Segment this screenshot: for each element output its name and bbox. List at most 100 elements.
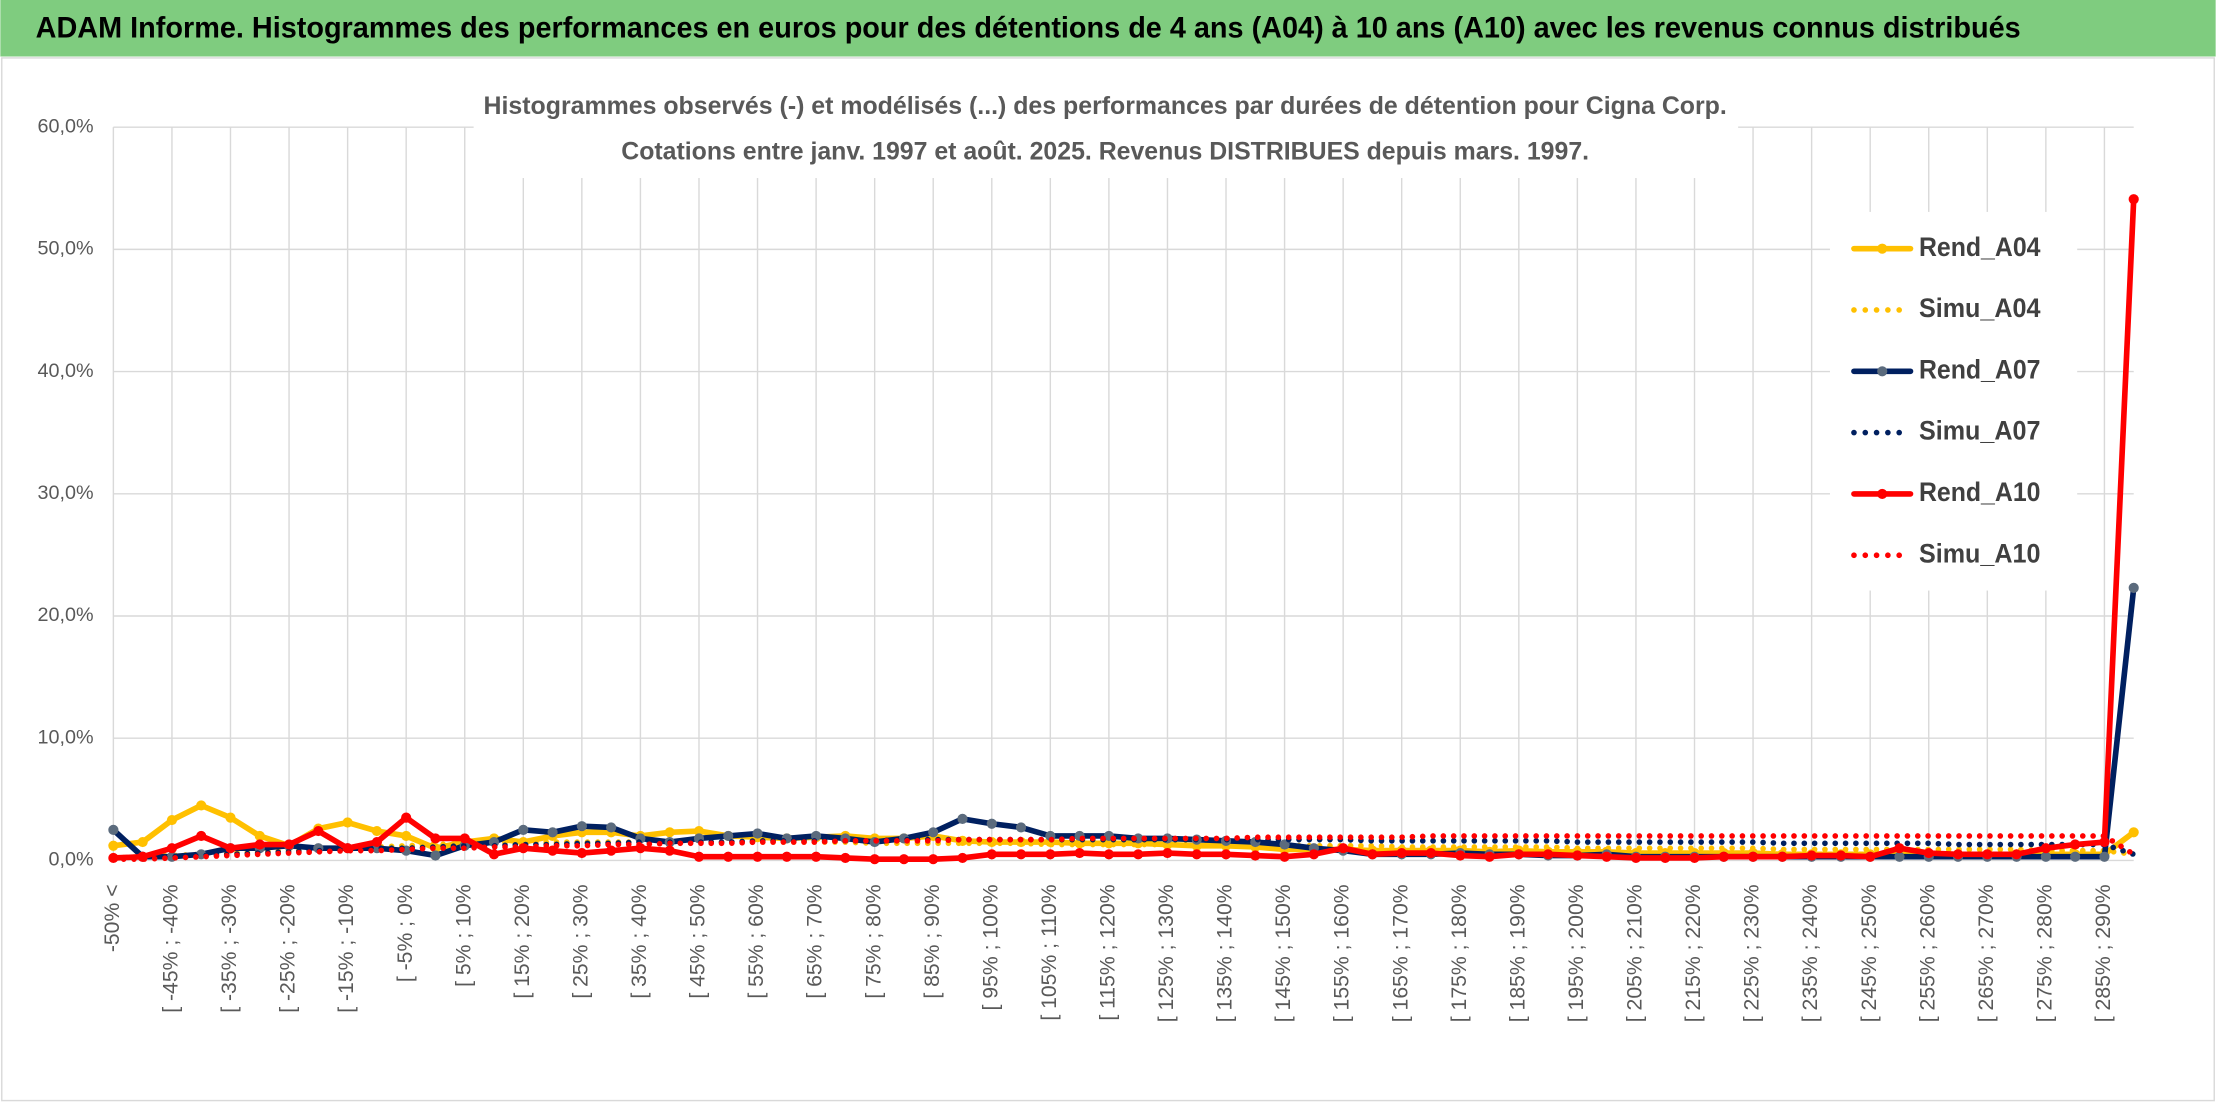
x-tick-label: [ 255% ; 260% (1916, 884, 1939, 1022)
marker (957, 813, 968, 824)
marker (1308, 849, 1319, 860)
marker (1191, 849, 1202, 860)
marker (430, 833, 441, 844)
marker (1865, 851, 1876, 862)
legend-box (1829, 211, 2078, 591)
legend-label: Simu_A10 (1919, 538, 2041, 568)
x-tick-label: [ 105% ; 110% (1038, 884, 1061, 1020)
y-tick-label: 10,0% (38, 726, 94, 748)
marker (1045, 849, 1056, 860)
marker (1484, 851, 1495, 862)
x-tick-label: [ 195% ; 200% (1565, 884, 1588, 1022)
x-tick-label: [ -25% ; -20% (277, 884, 300, 1013)
marker (254, 839, 265, 850)
x-tick-label: [ 205% ; 210% (1624, 884, 1647, 1022)
marker (547, 827, 558, 838)
marker (1777, 851, 1788, 862)
x-tick-label: [ 285% ; 290% (2092, 884, 2115, 1022)
marker (1103, 849, 1114, 860)
x-tick-label: [ 275% ; 280% (2033, 884, 2056, 1022)
marker (1455, 850, 1466, 861)
marker (430, 850, 441, 861)
title-backdrop (473, 84, 1739, 179)
x-tick-label: -50% < (101, 884, 124, 952)
marker (1425, 847, 1437, 859)
header-bar (0, 0, 2216, 57)
marker (371, 825, 382, 837)
x-tick-label: [ -5% ; 0% (394, 884, 417, 982)
marker (781, 851, 792, 862)
x-tick-label: [ 35% ; 40% (628, 884, 651, 998)
x-tick-label: [ 65% ; 70% (804, 884, 827, 998)
marker (986, 818, 997, 829)
x-tick-label: [ 115% ; 120% (1096, 884, 1119, 1020)
page-title: ADAM Informe. Histogrammes des performan… (36, 11, 2021, 44)
x-tick-label: [ 85% ; 90% (921, 884, 944, 998)
marker (693, 851, 705, 862)
marker (1367, 849, 1378, 860)
x-tick-label: [ -45% ; -40% (160, 884, 183, 1013)
y-tick-label: 40,0% (38, 360, 94, 382)
y-tick-label: 60,0% (38, 115, 94, 137)
marker (606, 845, 617, 856)
marker (664, 845, 675, 856)
line (110, 585, 2137, 860)
marker (196, 800, 207, 811)
marker (1015, 822, 1027, 833)
marker (459, 833, 470, 844)
marker (196, 830, 207, 842)
marker (2128, 194, 2139, 205)
x-tick-label: [ 135% ; 140% (1214, 884, 1237, 1022)
marker (2128, 582, 2139, 593)
marker (723, 830, 734, 842)
marker (811, 851, 822, 862)
marker (840, 852, 851, 864)
marker (2070, 851, 2081, 862)
marker (342, 817, 353, 828)
marker (752, 828, 763, 839)
x-tick-label: [ 15% ; 20% (511, 884, 534, 998)
marker (957, 852, 968, 864)
marker (1396, 847, 1407, 859)
x-tick-label: [ 165% ; 170% (1389, 884, 1412, 1022)
x-tick-label: [ 5% ; 10% (452, 884, 475, 987)
legend-label: Rend_A07 (1919, 354, 2041, 384)
marker (166, 814, 178, 826)
legend-marker (1877, 243, 1888, 254)
marker (1689, 852, 1700, 864)
marker (166, 843, 178, 854)
y-tick-label: 50,0% (38, 238, 94, 260)
marker (225, 812, 236, 823)
marker (1601, 851, 1612, 862)
marker (928, 827, 939, 838)
x-tick-label: [ 245% ; 250% (1858, 884, 1881, 1022)
x-tick-label: [ 75% ; 80% (862, 884, 885, 998)
marker (1894, 843, 1905, 854)
marker (576, 821, 587, 832)
marker (693, 825, 705, 837)
marker (401, 812, 412, 823)
legend-label: Simu_A04 (1919, 293, 2041, 323)
x-tick-label: [ 45% ; 50% (687, 884, 710, 998)
x-tick-label: [ 145% ; 150% (1272, 884, 1295, 1022)
marker (1894, 851, 1905, 862)
marker (518, 824, 529, 835)
marker (1923, 847, 1934, 859)
marker (869, 854, 880, 865)
marker (928, 854, 939, 865)
y-tick-label: 20,0% (38, 604, 94, 626)
chart-title: Histogrammes observés (-) et modélisés (… (484, 92, 1727, 120)
marker (1133, 849, 1144, 860)
x-tick-label: [ 185% ; 190% (1506, 884, 1529, 1022)
marker (488, 849, 500, 860)
marker (986, 849, 997, 860)
marker (371, 836, 382, 848)
marker (1338, 843, 1349, 854)
marker (723, 851, 734, 862)
marker (254, 830, 265, 842)
marker (1513, 849, 1524, 860)
marker (664, 827, 675, 838)
marker (108, 824, 119, 835)
x-tick-label: [ 225% ; 230% (1741, 884, 1764, 1022)
